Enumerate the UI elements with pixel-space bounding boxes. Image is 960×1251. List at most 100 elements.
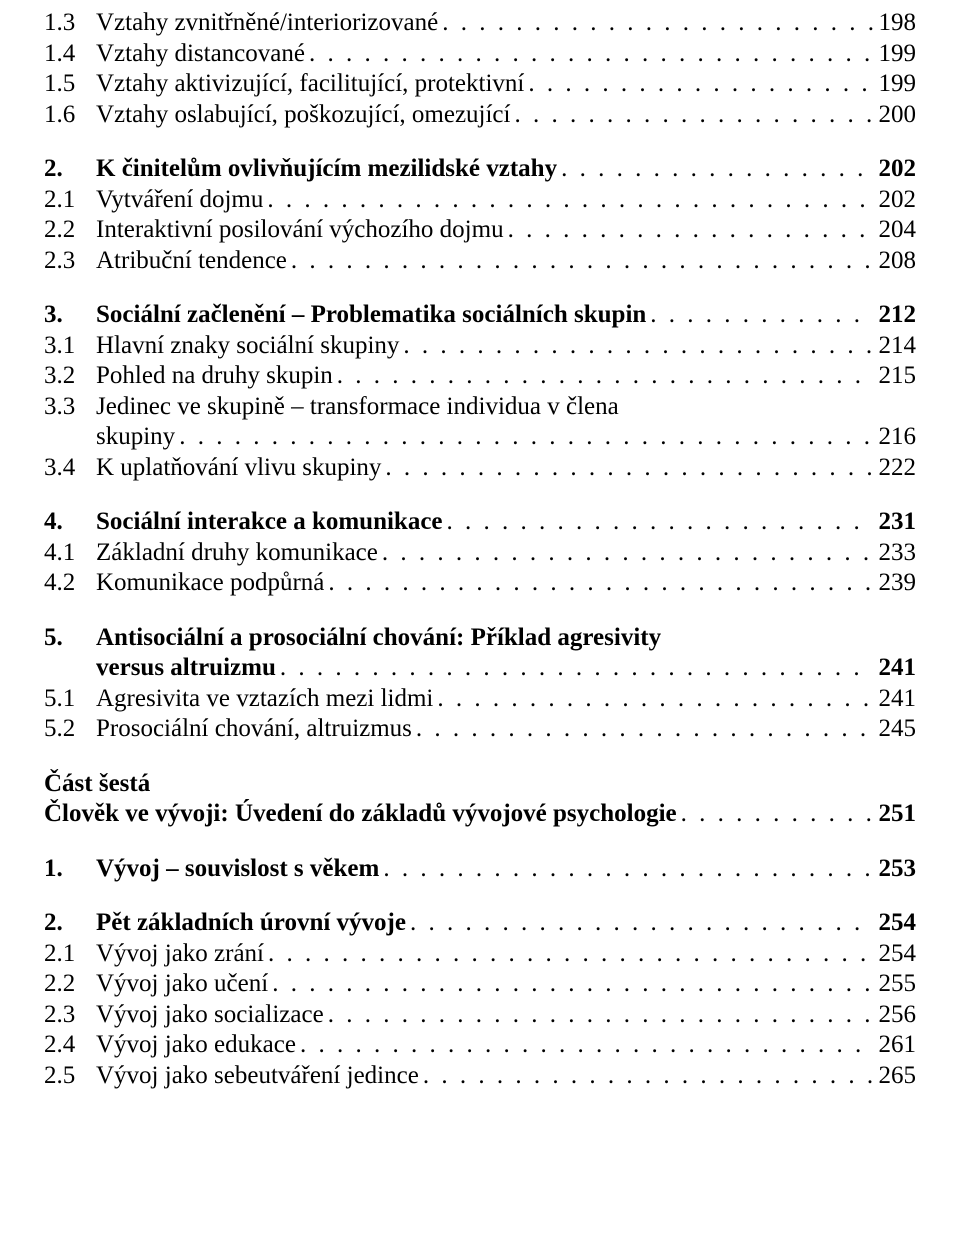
toc-number: 5.2 bbox=[44, 714, 96, 745]
toc-entry: 2.5Vývoj jako sebeutváření jedince265 bbox=[44, 1061, 916, 1092]
toc-page: 198 bbox=[873, 8, 917, 39]
toc-number: 5.1 bbox=[44, 684, 96, 715]
toc-leader bbox=[378, 538, 873, 569]
toc-title: Atribuční tendence bbox=[96, 246, 287, 277]
toc-entry: 1.3Vztahy zvnitřněné/interiorizované 198 bbox=[44, 8, 916, 39]
toc-gap bbox=[44, 599, 916, 623]
toc-title: Vytváření dojmu bbox=[96, 185, 263, 216]
toc-number: 2.2 bbox=[44, 969, 96, 1000]
toc-gap bbox=[44, 276, 916, 300]
toc-leader bbox=[175, 422, 872, 453]
toc-leader bbox=[433, 684, 872, 715]
toc-number: 1.4 bbox=[44, 39, 96, 70]
toc-title: Vztahy oslabující, poškozující, omezujíc… bbox=[96, 100, 510, 131]
toc-title: Antisociální a prosociální chování: Přík… bbox=[96, 623, 661, 654]
toc-entry: 4.1Základní druhy komunikace233 bbox=[44, 538, 916, 569]
toc-title: Vývoj jako učení bbox=[96, 969, 268, 1000]
toc-entry-line1: 3.3Jedinec ve skupině – transformace ind… bbox=[44, 392, 916, 423]
toc-entry: 2.2Vývoj jako učení 255 bbox=[44, 969, 916, 1000]
toc-title: Vztahy zvnitřněné/interiorizované bbox=[96, 8, 438, 39]
toc-entry-line2: versus altruizmu 241 bbox=[44, 653, 916, 684]
toc-page: 254 bbox=[873, 939, 917, 970]
toc-leader bbox=[287, 246, 873, 277]
toc-entry: 5.1Agresivita ve vztazích mezi lidmi241 bbox=[44, 684, 916, 715]
toc-leader bbox=[399, 331, 872, 362]
toc-entry: Člověk ve vývoji: Úvedení do základů výv… bbox=[44, 799, 916, 830]
toc-leader bbox=[379, 854, 872, 885]
toc-leader bbox=[557, 154, 872, 185]
toc-number: 1.6 bbox=[44, 100, 96, 131]
toc-entry: 3.2Pohled na druhy skupin215 bbox=[44, 361, 916, 392]
toc-title: Vývoj jako zrání bbox=[96, 939, 264, 970]
toc-page: 256 bbox=[873, 1000, 917, 1031]
toc-title: Vývoj – souvislost s věkem bbox=[96, 854, 379, 885]
toc-number: 3.3 bbox=[44, 392, 96, 423]
toc-number: 1. bbox=[44, 854, 96, 885]
toc-entry: 4.Sociální interakce a komunikace 231 bbox=[44, 507, 916, 538]
toc-leader bbox=[504, 215, 873, 246]
toc-leader bbox=[443, 507, 873, 538]
toc-number: 2.3 bbox=[44, 1000, 96, 1031]
toc-title-cont: skupiny bbox=[96, 422, 175, 453]
toc-gap bbox=[44, 130, 916, 154]
toc-number: 2.1 bbox=[44, 939, 96, 970]
toc-gap bbox=[44, 830, 916, 854]
toc-number: 2.2 bbox=[44, 215, 96, 246]
toc-leader bbox=[276, 653, 873, 684]
toc-page: 216 bbox=[873, 422, 917, 453]
toc-page: 199 bbox=[873, 39, 917, 70]
toc-leader bbox=[305, 39, 873, 70]
toc-number: 4. bbox=[44, 507, 96, 538]
toc-leader bbox=[324, 1000, 873, 1031]
toc-title: Sociální interakce a komunikace bbox=[96, 507, 443, 538]
toc-leader bbox=[264, 939, 872, 970]
toc-page: 208 bbox=[873, 246, 917, 277]
toc-entry: 2.1Vytváření dojmu202 bbox=[44, 185, 916, 216]
toc-part-label: Část šestá bbox=[44, 769, 916, 800]
toc-page: 255 bbox=[873, 969, 917, 1000]
toc-page: 245 bbox=[873, 714, 917, 745]
toc-leader bbox=[333, 361, 873, 392]
toc-page: 215 bbox=[873, 361, 917, 392]
toc-number: 4.1 bbox=[44, 538, 96, 569]
toc-page: 254 bbox=[873, 908, 917, 939]
toc-number: 3.1 bbox=[44, 331, 96, 362]
toc-title: Vývoj jako sebeutváření jedince bbox=[96, 1061, 419, 1092]
toc-hang-indent bbox=[44, 422, 96, 453]
toc-entry-line1: 5.Antisociální a prosociální chování: Př… bbox=[44, 623, 916, 654]
toc-number: 2. bbox=[44, 908, 96, 939]
toc-entry: 2.1Vývoj jako zrání 254 bbox=[44, 939, 916, 970]
toc-number: 3.4 bbox=[44, 453, 96, 484]
toc-number: 4.2 bbox=[44, 568, 96, 599]
toc-page: 202 bbox=[873, 185, 917, 216]
toc-title: Jedinec ve skupině – transformace indivi… bbox=[96, 392, 619, 423]
toc-entry: 2.3Atribuční tendence 208 bbox=[44, 246, 916, 277]
toc-leader bbox=[677, 799, 873, 830]
toc-leader bbox=[646, 300, 872, 331]
toc-leader bbox=[324, 568, 872, 599]
toc-number: 2.3 bbox=[44, 246, 96, 277]
toc-title: Komunikace podpůrná bbox=[96, 568, 324, 599]
toc-page: 241 bbox=[873, 653, 917, 684]
toc-title: Prosociální chování, altruizmus bbox=[96, 714, 412, 745]
toc-number: 1.3 bbox=[44, 8, 96, 39]
toc-title: Sociální začlenění – Problematika sociál… bbox=[96, 300, 646, 331]
toc-leader bbox=[510, 100, 872, 131]
toc-page: 200 bbox=[873, 100, 917, 131]
toc-gap bbox=[44, 884, 916, 908]
toc-title-cont: versus altruizmu bbox=[96, 653, 276, 684]
toc-leader bbox=[412, 714, 873, 745]
toc-entry-wrapped: 3.3Jedinec ve skupině – transformace ind… bbox=[44, 392, 916, 453]
toc-page: 231 bbox=[873, 507, 917, 538]
toc-leader bbox=[438, 8, 872, 39]
toc-title: K uplatňování vlivu skupiny bbox=[96, 453, 381, 484]
toc-page: 199 bbox=[873, 69, 917, 100]
toc-number: 5. bbox=[44, 623, 96, 654]
toc-entry: 1.6Vztahy oslabující, poškozující, omezu… bbox=[44, 100, 916, 131]
toc-page: 265 bbox=[873, 1061, 917, 1092]
toc-page: 212 bbox=[873, 300, 917, 331]
toc-title: Vývoj jako socializace bbox=[96, 1000, 324, 1031]
toc-page: 204 bbox=[873, 215, 917, 246]
toc-entry: 2.K činitelům ovlivňujícím mezilidské vz… bbox=[44, 154, 916, 185]
toc-entry: 3.Sociální začlenění – Problematika soci… bbox=[44, 300, 916, 331]
